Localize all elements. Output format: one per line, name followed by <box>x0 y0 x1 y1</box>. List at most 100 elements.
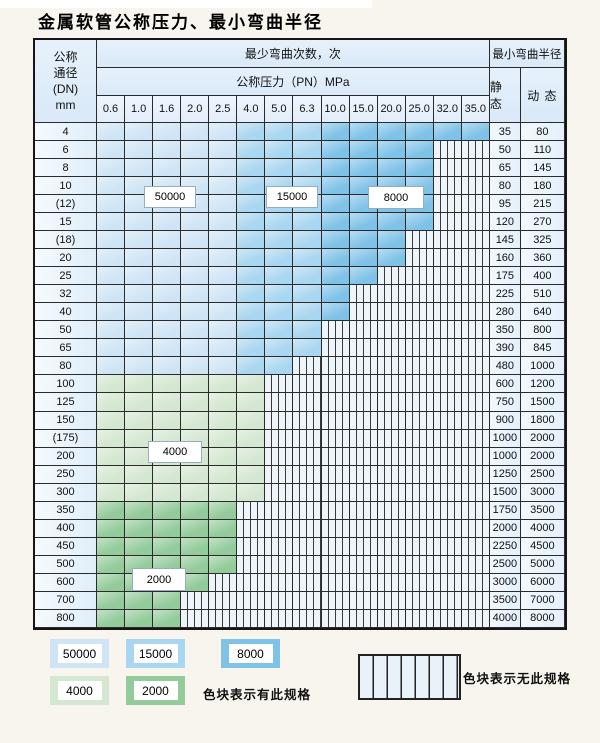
pressure-value-header: 35.0 <box>461 96 490 123</box>
spec-cell <box>349 231 378 250</box>
dn-row-label: 400 <box>35 519 97 538</box>
no-spec-cell <box>321 609 350 628</box>
no-spec-cell <box>265 537 294 556</box>
no-spec-cell <box>405 267 434 286</box>
no-spec-cell <box>293 519 322 538</box>
spec-cell <box>293 159 322 178</box>
dn-row-label: 32 <box>35 285 97 304</box>
no-spec-cell <box>433 483 462 502</box>
spec-cell <box>377 123 406 142</box>
spec-cell <box>237 375 266 394</box>
legend-swatch-label: 15000 <box>133 644 178 663</box>
dynamic-radius-value: 145 <box>520 159 565 178</box>
no-spec-cell <box>433 231 462 250</box>
spec-cell <box>97 231 126 250</box>
spec-cell <box>209 213 238 232</box>
no-spec-cell <box>321 465 350 484</box>
pressure-value-header: 4.0 <box>237 96 266 123</box>
no-spec-cell <box>461 321 490 340</box>
spec-cell <box>181 501 210 520</box>
spec-cell <box>321 285 350 304</box>
dn-header-line2: 通径 <box>53 66 78 80</box>
spec-cell <box>181 519 210 538</box>
spec-cell <box>97 537 126 556</box>
spec-cell <box>97 609 126 628</box>
spec-cell <box>125 267 154 286</box>
spec-cell <box>181 357 210 376</box>
no-spec-cell <box>377 411 406 430</box>
no-spec-cell <box>461 555 490 574</box>
no-spec-cell <box>461 141 490 160</box>
spec-cell <box>125 447 154 466</box>
dynamic-radius-value: 7000 <box>520 591 565 610</box>
no-spec-cell <box>377 501 406 520</box>
spec-cell <box>209 123 238 142</box>
dn-row-label: 8 <box>35 159 97 178</box>
no-spec-cell <box>237 573 266 592</box>
spec-cell <box>125 483 154 502</box>
spec-cell <box>377 231 406 250</box>
spec-cell <box>209 249 238 268</box>
spec-cell <box>125 411 154 430</box>
spec-cell <box>209 447 238 466</box>
no-spec-cell <box>265 411 294 430</box>
no-spec-cell <box>461 393 490 412</box>
dn-row-label: 40 <box>35 303 97 322</box>
spec-cell <box>209 177 238 196</box>
spec-cell <box>181 411 210 430</box>
spec-cell <box>181 141 210 160</box>
spec-cell <box>125 465 154 484</box>
dynamic-radius-value: 6000 <box>520 573 565 592</box>
spec-cell <box>181 375 210 394</box>
spec-cell <box>405 159 434 178</box>
no-spec-cell <box>461 285 490 304</box>
pressure-value-header: 6.3 <box>293 96 322 123</box>
no-spec-cell <box>349 411 378 430</box>
spec-cell <box>237 249 266 268</box>
spec-cell <box>237 465 266 484</box>
spec-cell <box>321 141 350 160</box>
dynamic-column-header: 动 态 <box>520 68 565 123</box>
no-spec-cell <box>321 393 350 412</box>
dynamic-radius-value: 1800 <box>520 411 565 430</box>
spec-cell <box>293 339 322 358</box>
no-spec-cell <box>293 555 322 574</box>
static-radius-value: 480 <box>489 357 521 376</box>
spec-cell <box>237 213 266 232</box>
no-spec-cell <box>461 339 490 358</box>
spec-cell <box>153 375 182 394</box>
no-spec-cell <box>433 375 462 394</box>
spec-cell <box>153 519 182 538</box>
spec-cell <box>97 411 126 430</box>
spec-cell <box>265 267 294 286</box>
spec-cell <box>209 195 238 214</box>
dn-row-label: 600 <box>35 573 97 592</box>
pressure-header: 公称压力（PN）MPa <box>97 68 490 96</box>
no-spec-cell <box>377 375 406 394</box>
dynamic-radius-value: 360 <box>520 249 565 268</box>
spec-cell <box>237 141 266 160</box>
spec-cell <box>321 177 350 196</box>
spec-cell <box>209 285 238 304</box>
no-spec-cell <box>377 591 406 610</box>
dynamic-radius-value: 1500 <box>520 393 565 412</box>
spec-cell <box>181 267 210 286</box>
spec-cell <box>97 141 126 160</box>
legend-swatch-8000: 8000 <box>221 639 280 668</box>
spec-cell <box>209 465 238 484</box>
static-radius-value: 2000 <box>489 519 521 538</box>
no-spec-cell <box>405 573 434 592</box>
no-spec-cell <box>265 429 294 448</box>
dn-row-label: 500 <box>35 555 97 574</box>
dn-row-label: 125 <box>35 393 97 412</box>
spec-cell <box>209 537 238 556</box>
spec-cell <box>153 501 182 520</box>
legend-swatch-2000: 2000 <box>126 676 185 705</box>
no-spec-cell <box>293 447 322 466</box>
no-spec-cell <box>433 285 462 304</box>
spec-cell <box>209 303 238 322</box>
legend-swatch-4000: 4000 <box>50 676 109 705</box>
min-bend-radius-header: 最小弯曲半径 <box>489 40 565 68</box>
spec-cell <box>209 357 238 376</box>
no-spec-cell <box>377 483 406 502</box>
